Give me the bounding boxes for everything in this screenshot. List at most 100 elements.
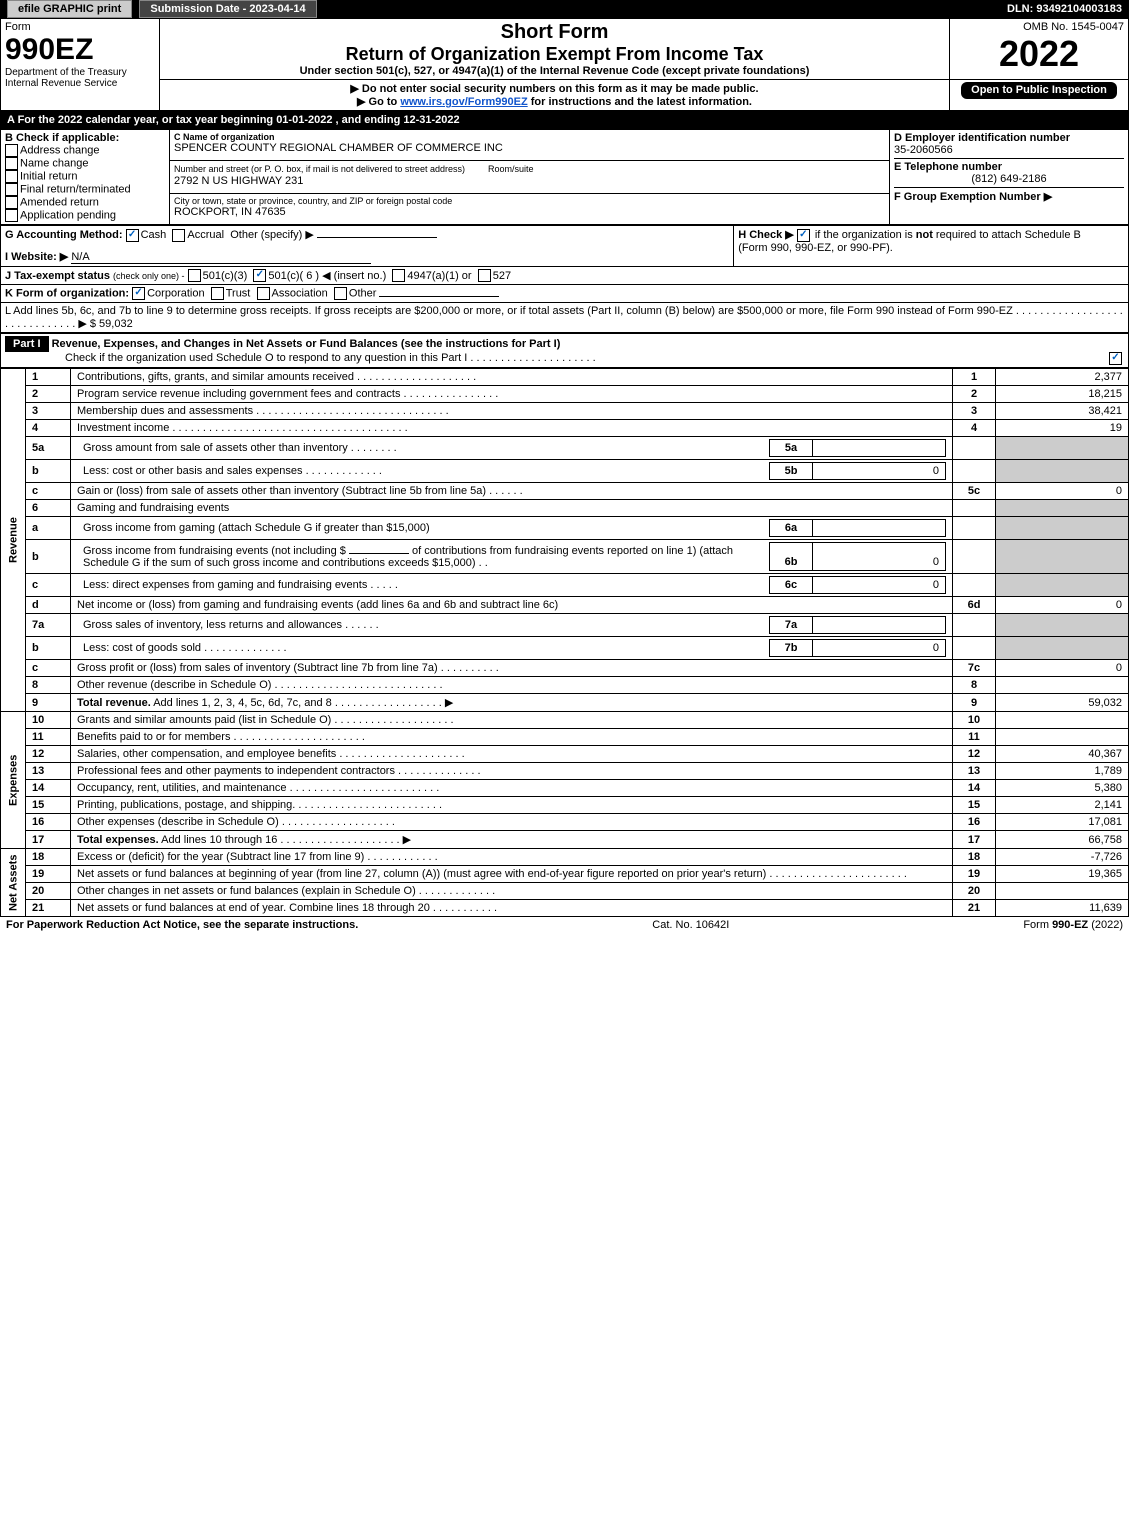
chk-initial[interactable]: Initial return [5,170,165,183]
chk-address[interactable]: Address change [5,144,165,157]
line-9-amt: 59,032 [996,694,1129,712]
chk-trust[interactable] [211,287,224,300]
form-number: 990EZ [5,33,155,67]
part1-check-row: Check if the organization used Schedule … [5,352,1124,364]
goto-pre: ▶ Go to [357,96,400,108]
line-7b-subamt: 0 [813,640,946,657]
chk-corp[interactable] [132,287,145,300]
line-6c-amt [996,574,1129,597]
line-7b-col [953,637,996,660]
form-word: Form [5,21,155,33]
ghij-table: G Accounting Method: Cash Accrual Other … [0,225,1129,333]
chk-cash[interactable] [126,229,139,242]
chk-4947[interactable] [392,269,405,282]
line-5a-amt [996,437,1129,460]
line-6a-sub: 6a [770,520,813,537]
line-14-amt: 5,380 [996,780,1129,797]
line-7c-num: c [26,660,71,677]
line-6a-desc: Gross income from gaming (attach Schedul… [77,520,770,537]
main-title: Return of Organization Exempt From Incom… [164,44,945,65]
line-6a-wrap: Gross income from gaming (attach Schedul… [71,517,953,540]
chk-final[interactable]: Final return/terminated [5,183,165,196]
line-8-desc: Other revenue (describe in Schedule O) .… [71,677,953,694]
footer-mid: Cat. No. 10642I [652,919,729,931]
line-18-col: 18 [953,849,996,866]
line-6-num: 6 [26,500,71,517]
chk-pending[interactable]: Application pending [5,209,165,222]
line-9-num: 9 [26,694,71,712]
chk-initial-label: Initial return [20,170,77,182]
other-org-input[interactable] [379,296,499,297]
g-other-input[interactable] [317,237,437,238]
chk-name[interactable]: Name change [5,157,165,170]
line-7a-sub: 7a [770,617,813,634]
line-15-num: 15 [26,797,71,814]
line-1-desc: Contributions, gifts, grants, and simila… [71,369,953,386]
chk-amended[interactable]: Amended return [5,196,165,209]
line-7b-num: b [26,637,71,660]
section-h-sub: (Form 990, 990-EZ, or 990-PF). [738,242,1124,254]
line-6c-sub: 6c [770,577,813,594]
line-5b-wrap: Less: cost or other basis and sales expe… [71,460,953,483]
part1-lines-table: Revenue 1 Contributions, gifts, grants, … [0,368,1129,917]
section-h-text: if the organization is not required to a… [815,229,1081,241]
irs-link[interactable]: www.irs.gov/Form990EZ [400,96,527,108]
line-21-amt: 11,639 [996,900,1129,917]
chk-other-org[interactable] [334,287,347,300]
line-15-desc: Printing, publications, postage, and shi… [71,797,953,814]
line-5a-wrap: Gross amount from sale of assets other t… [71,437,953,460]
line-1-col: 1 [953,369,996,386]
chk-other-org-label: Other [349,288,377,300]
line-12-desc: Salaries, other compensation, and employ… [71,746,953,763]
line-4-num: 4 [26,420,71,437]
ssn-warning: ▶ Do not enter social security numbers o… [164,82,945,95]
line-1-amt: 2,377 [996,369,1129,386]
line-6b-sub: 6b [770,543,813,571]
chk-527[interactable] [478,269,491,282]
line-6d-desc: Net income or (loss) from gaming and fun… [71,597,953,614]
line-6b-blank [349,553,409,554]
line-12-num: 12 [26,746,71,763]
chk-section-h[interactable] [797,229,810,242]
chk-501c3[interactable] [188,269,201,282]
line-8-col: 8 [953,677,996,694]
line-20-amt [996,883,1129,900]
submission-date-button[interactable]: Submission Date - 2023-04-14 [139,0,316,18]
chk-part1-scho[interactable] [1109,352,1122,365]
line-2-num: 2 [26,386,71,403]
line-6b-desc: Gross income from fundraising events (no… [77,543,770,571]
efile-print-button[interactable]: efile GRAPHIC print [7,0,132,18]
dept-treasury: Department of the Treasury Internal Reve… [5,67,155,89]
line-7b-amt [996,637,1129,660]
line-7a-desc: Gross sales of inventory, less returns a… [77,617,770,634]
section-k-label: K Form of organization: [5,288,129,300]
chk-assoc-label: Association [272,288,328,300]
open-inspection-badge: Open to Public Inspection [961,82,1117,99]
line-6b-num: b [26,540,71,574]
line-14-desc: Occupancy, rent, utilities, and maintena… [71,780,953,797]
chk-501c[interactable] [253,269,266,282]
line-5a-subamt [813,440,946,457]
line-16-col: 16 [953,814,996,831]
footer: For Paperwork Reduction Act Notice, see … [0,917,1129,933]
chk-accrual[interactable] [172,229,185,242]
city-value: ROCKPORT, IN 47635 [174,206,885,218]
chk-name-label: Name change [20,157,89,169]
line-8-amt [996,677,1129,694]
line-7a-amt [996,614,1129,637]
goto-post: for instructions and the latest informat… [531,96,752,108]
header-table: Form 990EZ Department of the Treasury In… [0,18,1129,111]
line-14-num: 14 [26,780,71,797]
line-7b-sub: 7b [770,640,813,657]
chk-assoc[interactable] [257,287,270,300]
chk-pending-label: Application pending [20,209,116,221]
line-16-num: 16 [26,814,71,831]
line-2-desc: Program service revenue including govern… [71,386,953,403]
line-17-desc: Total expenses. Add lines 10 through 16 … [71,831,953,849]
line-13-col: 13 [953,763,996,780]
line-20-desc: Other changes in net assets or fund bala… [71,883,953,900]
chk-address-label: Address change [20,144,100,156]
line-7b-wrap: Less: cost of goods sold . . . . . . . .… [71,637,953,660]
line-3-col: 3 [953,403,996,420]
goto-instructions: ▶ Go to www.irs.gov/Form990EZ for instru… [164,95,945,108]
